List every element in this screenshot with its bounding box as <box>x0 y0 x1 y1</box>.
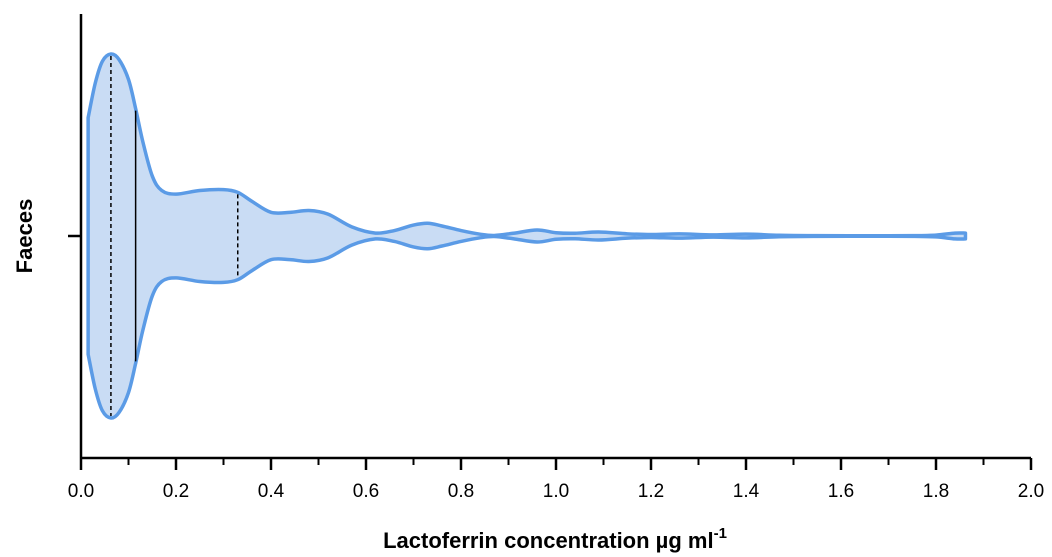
x-tick-label: 0.8 <box>448 481 474 502</box>
x-axis: 0.0 0.2 0.4 0.6 0.8 1.0 1.2 1.4 1.6 1.8 2.0 <box>68 456 1044 502</box>
x-axis-title-main: Lactoferrin concentration µg ml <box>383 528 714 553</box>
plot-area <box>86 52 968 420</box>
x-tick-label: 0.0 <box>68 481 94 502</box>
y-axis-title: Faeces <box>12 199 37 274</box>
x-tick-label: 1.0 <box>543 481 569 502</box>
x-tick-label: 0.6 <box>353 481 379 502</box>
x-tick-label: 0.4 <box>258 481 285 502</box>
x-tick-label: 0.2 <box>163 481 189 502</box>
x-tick-label: 1.4 <box>733 481 760 502</box>
x-axis-title-superscript: -1 <box>714 525 727 542</box>
x-ticks: 0.0 0.2 0.4 0.6 0.8 1.0 1.2 1.4 1.6 1.8 2.0 <box>68 458 1044 502</box>
x-axis-title: Lactoferrin concentration µg ml-1 <box>383 525 727 553</box>
x-tick-label: 1.6 <box>828 481 854 502</box>
y-axis <box>68 14 83 458</box>
violin-body-faeces <box>86 52 968 420</box>
x-tick-label: 1.8 <box>923 481 949 502</box>
x-tick-label: 2.0 <box>1018 481 1044 502</box>
x-tick-label: 1.2 <box>638 481 664 502</box>
